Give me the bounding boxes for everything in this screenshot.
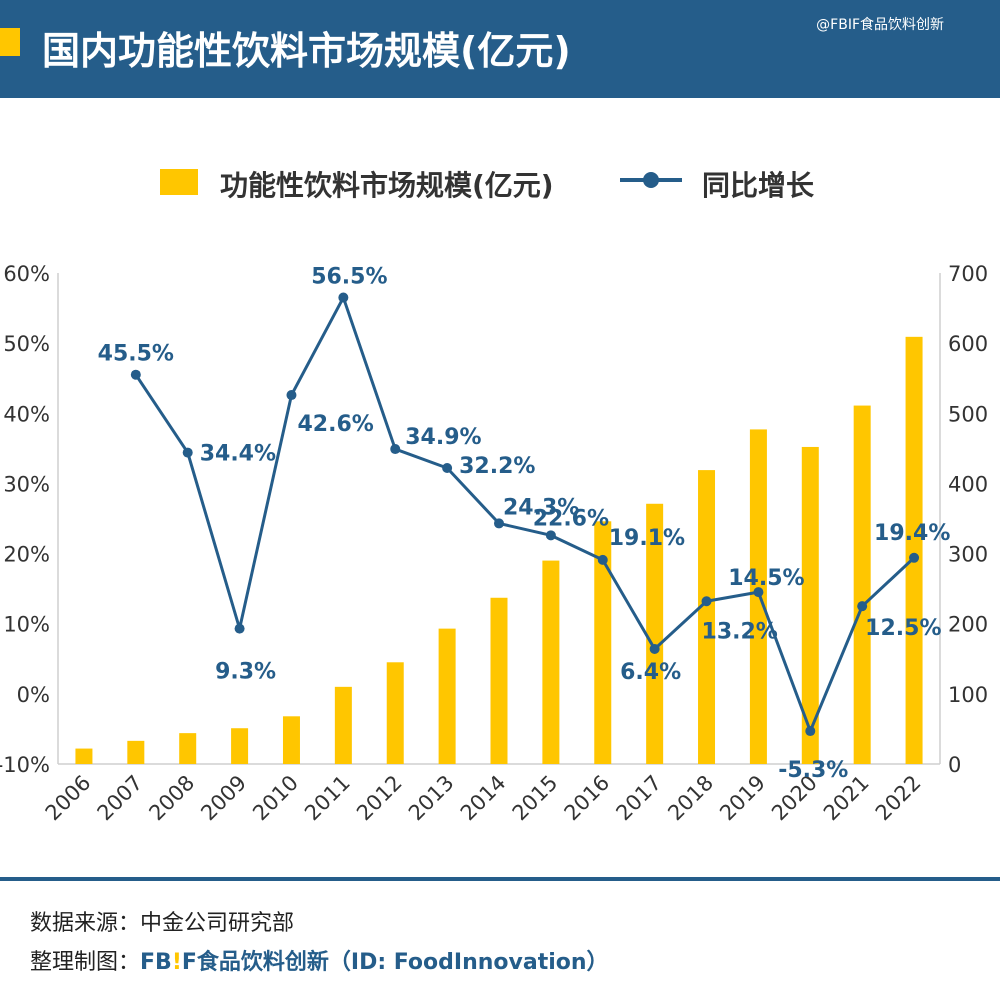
growth-point-2008 [182,447,193,458]
bar-2017 [646,503,664,764]
x-tick-label: 2013 [404,771,459,826]
bar-2011 [334,686,352,764]
x-tick-label: 2022 [871,771,926,826]
footer-divider [0,877,1000,881]
growth-point-2017 [649,643,660,654]
left-axis-tick-label: 30% [3,472,50,496]
x-tick-label: 2016 [560,771,615,826]
right-axis-tick-label: 700 [948,262,988,286]
right-axis-tick-label: 500 [948,402,988,426]
bar-2007 [127,740,145,764]
right-axis-tick-label: 300 [948,543,988,567]
right-axis-tick-label: 0 [948,753,961,777]
combo-chart: -10% 0% 10% 20% 30% 40% 50% 60% 0 100 200 300 400 500… [0,262,988,826]
left-axis-tick-label: 50% [3,332,50,356]
chart-legend: 功能性饮料市场规模(亿元) 同比增长 [0,162,1000,202]
watermark-text: @FBIF食品饮料创新 [816,17,944,33]
page-title: 国内功能性饮料市场规模(亿元) [42,29,571,73]
legend-line-label: 同比增长 [702,169,815,202]
growth-data-label: 32.2% [459,454,535,479]
growth-data-label: 22.6% [533,506,609,531]
growth-point-2009 [234,623,245,634]
x-tick-label: 2017 [611,771,666,826]
legend-bar-label: 功能性饮料市场规模(亿元) [220,169,554,202]
right-axis-tick-label: 400 [948,472,988,496]
growth-data-label: 9.3% [215,660,276,685]
x-tick-label: 2011 [300,771,355,826]
growth-point-2022 [909,552,920,563]
growth-data-label: 19.1% [609,526,685,551]
logo-part-a: FB [140,950,172,975]
bar-2022 [905,336,923,764]
growth-point-2020 [805,726,816,737]
growth-data-label: 24.3% [503,495,579,520]
bar-2006 [75,748,93,764]
credit-rest: 食品饮料创新（ID: FoodInnovation） [196,950,609,975]
bar-2018 [698,470,716,764]
left-axis-tick-label: 0% [17,683,50,707]
logo-part-b: F [181,950,197,975]
x-tick-label: 2010 [248,771,303,826]
credit-prefix: 整理制图： [30,950,141,975]
x-tick-label: 2018 [663,771,718,826]
growth-data-label: 42.6% [297,412,373,437]
right-axis-tick-label: 600 [948,332,988,356]
left-axis-tick-label: 60% [3,262,50,286]
legend-bar-swatch [160,169,198,195]
x-tick-label: 2006 [41,771,96,826]
growth-data-label: 56.5% [311,265,387,290]
growth-data-label: 14.5% [728,566,804,591]
growth-data-label: 6.4% [620,660,681,685]
x-tick-label: 2012 [352,771,407,826]
bar-2009 [231,728,249,764]
source-note: 数据来源：中金公司研究部 [30,911,295,936]
bar-2013 [438,628,456,764]
growth-point-2012 [390,444,401,455]
left-axis-tick-label: 40% [3,402,50,426]
left-axis-tick-label: 10% [3,613,50,637]
growth-data-label: -5.3% [778,758,848,783]
bar-2015 [542,560,560,764]
growth-point-2013 [442,462,453,473]
x-tick-label: 2019 [715,771,770,826]
right-axis-tick-label: 200 [948,613,988,637]
bar-2014 [490,597,508,764]
bar-2021 [853,405,871,764]
growth-data-label: 34.4% [200,442,276,467]
header-accent-bar [0,28,20,56]
bar-2010 [282,716,300,764]
logo-bang: ! [171,950,182,975]
x-tick-label: 2015 [508,771,563,826]
growth-point-2018 [701,596,712,607]
x-tick-label: 2009 [196,771,251,826]
growth-line [134,296,916,733]
growth-data-label: 34.9% [405,425,481,450]
growth-data-label: 12.5% [865,616,941,641]
bar-2020 [801,446,819,764]
legend-line-dot [643,172,659,188]
growth-data-label: 19.4% [874,521,950,546]
growth-point-2014 [494,518,504,529]
growth-point-2011 [338,292,349,303]
right-axis-tick-label: 100 [948,683,988,707]
growth-point-2015 [545,530,556,541]
left-axis-tick-label: -10% [0,753,50,777]
x-tick-label: 2014 [456,771,511,826]
growth-data-label: 13.2% [702,619,778,644]
x-tick-label: 2008 [144,771,199,826]
bar-2012 [386,662,404,764]
growth-point-2021 [857,601,868,612]
bar-2016 [594,521,612,764]
bar-2008 [179,733,197,764]
growth-point-2016 [597,554,608,565]
left-axis-tick-label: 20% [3,543,50,567]
growth-point-2010 [286,390,297,401]
credit-note: 整理制图：FB!F食品饮料创新（ID: FoodInnovation） [30,944,609,976]
x-tick-label: 2007 [93,771,148,826]
growth-point-2019 [753,587,764,598]
header-banner: 国内功能性饮料市场规模(亿元) @FBIF食品饮料创新 [0,0,1000,98]
growth-point-2007 [130,369,141,380]
fbif-logo: FB!F [140,950,197,975]
growth-data-label: 45.5% [98,342,174,367]
